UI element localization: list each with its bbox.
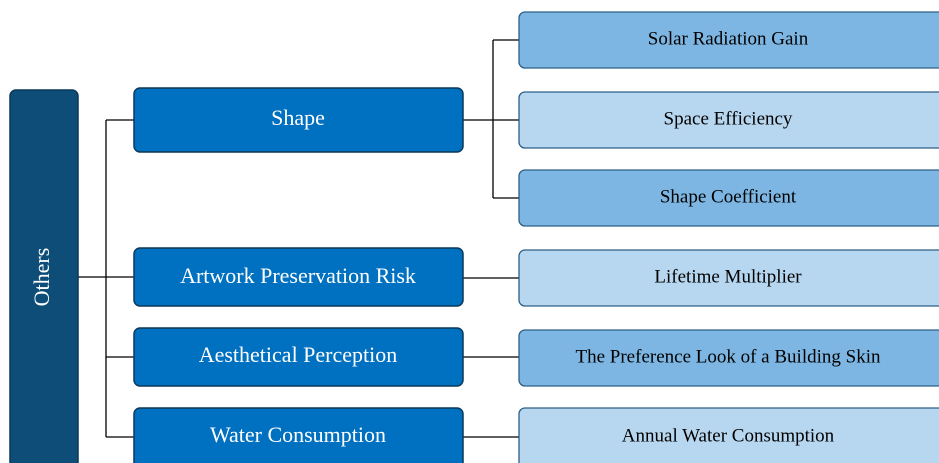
leaf-box <box>518 91 939 149</box>
shape-connector <box>463 39 519 199</box>
branch-connector <box>463 277 519 438</box>
leaf-label: Solar Radiation Gain <box>648 28 809 49</box>
leaf-label: Shape Coefficient <box>660 186 797 207</box>
leaf-label: Lifetime Multiplier <box>654 266 802 287</box>
leaf-box <box>518 169 939 227</box>
leaf-label: Annual Water Consumption <box>622 425 835 446</box>
leaf-box <box>518 407 939 463</box>
root-box <box>9 89 79 463</box>
branch-box <box>133 327 464 387</box>
root-label: Others <box>29 248 54 307</box>
leaf-box <box>518 249 939 307</box>
leaf-box <box>518 329 939 387</box>
leaf-nodes: Solar Radiation Gain Space Efficiency Sh… <box>518 11 939 463</box>
leaf-box <box>518 11 939 69</box>
root-node: Others <box>9 89 79 463</box>
branch-box <box>133 247 464 307</box>
leaf-label: The Preference Look of a Building Skin <box>576 346 881 367</box>
root-connector <box>78 119 134 438</box>
branch-label: Shape <box>271 105 325 130</box>
branch-box <box>133 87 464 153</box>
branch-box <box>133 407 464 463</box>
leaf-label: Space Efficiency <box>664 108 793 129</box>
branch-nodes: Shape Artwork Preservation Risk Aestheti… <box>133 87 464 463</box>
branch-label: Aesthetical Perception <box>199 342 398 367</box>
branch-label: Artwork Preservation Risk <box>180 263 416 288</box>
branch-label: Water Consumption <box>210 422 386 447</box>
connectors <box>78 39 519 438</box>
